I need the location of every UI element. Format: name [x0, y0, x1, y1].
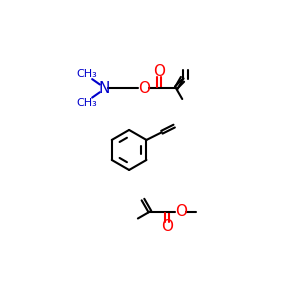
Text: O: O [175, 204, 187, 219]
Text: CH₃: CH₃ [76, 69, 97, 79]
Text: O: O [161, 220, 173, 235]
Text: O: O [153, 64, 165, 79]
Text: O: O [138, 81, 150, 96]
Text: N: N [98, 81, 110, 96]
Text: CH₃: CH₃ [76, 98, 97, 108]
